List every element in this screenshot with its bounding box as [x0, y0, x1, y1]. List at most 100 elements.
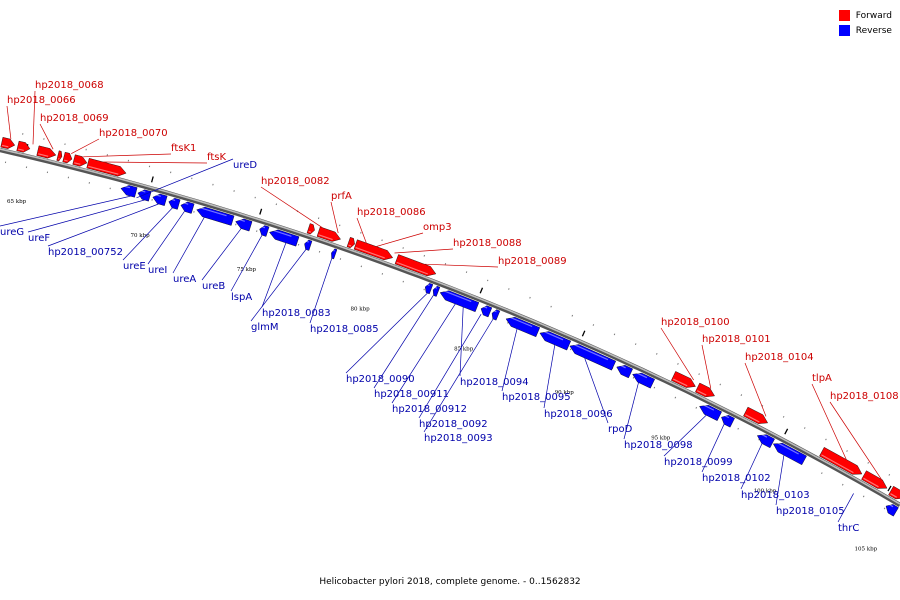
minor-tick	[674, 396, 677, 399]
forward-gene	[316, 226, 341, 242]
forward-gene-highlight	[88, 165, 119, 175]
reverse-gene	[180, 201, 195, 214]
minor-tick	[569, 348, 572, 351]
forward-gene-label-leader	[71, 138, 100, 155]
minor-tick	[486, 279, 489, 282]
forward-gene-label-leader	[744, 362, 767, 417]
reverse-gene	[424, 283, 434, 295]
reverse-gene-highlight	[261, 226, 266, 229]
reverse-gene-label: ureE	[123, 261, 146, 272]
forward-gene-label: hp2018_0104	[745, 352, 814, 363]
reverse-gene-highlight	[571, 343, 609, 361]
forward-gene-highlight	[38, 153, 49, 157]
backbone-line	[0, 148, 900, 505]
reverse-gene-label-leader	[418, 314, 482, 419]
forward-gene	[353, 239, 394, 261]
forward-gene-highlight	[74, 162, 81, 165]
reverse-gene-highlight	[426, 283, 430, 286]
reverse-gene	[885, 504, 899, 517]
minor-tick	[423, 288, 425, 291]
reverse-gene-label: hp2018_0093	[424, 433, 493, 444]
reverse-gene-highlight	[333, 249, 335, 252]
reverse-gene	[539, 331, 572, 351]
scale-tick-label: 85 kbp	[454, 347, 474, 353]
forward-gene-highlight	[308, 230, 312, 233]
reverse-gene-label-leader	[250, 249, 307, 322]
reverse-gene-highlight	[493, 310, 497, 313]
forward-gene-highlight	[348, 244, 352, 247]
forward-gene-label: hp2018_0100	[661, 317, 730, 328]
forward-gene	[86, 158, 127, 177]
scale-tick-label: 75 kbp	[237, 267, 257, 273]
minor-tick	[381, 273, 384, 275]
minor-tick	[656, 353, 658, 355]
forward-gene-label: ftsK1	[171, 143, 196, 154]
reverse-gene	[480, 305, 493, 318]
forward-gene-label: hp2018_0069	[40, 113, 109, 124]
reverse-gene-label: hp2018_0083	[262, 308, 331, 319]
reverse-gene-label: rpoD	[608, 424, 633, 435]
reverse-gene-label-leader	[837, 493, 854, 523]
reverse-gene-highlight	[541, 330, 564, 341]
reverse-gene-label: ureI	[148, 265, 167, 276]
reverse-gene-highlight	[634, 371, 648, 379]
reverse-gene-highlight	[434, 286, 438, 289]
forward-gene	[16, 140, 31, 153]
reverse-gene	[632, 372, 655, 389]
minor-tick	[719, 383, 722, 386]
reverse-gene-label-leader	[459, 306, 464, 377]
reverse-gene-label-leader	[230, 235, 263, 292]
forward-gene-highlight	[745, 414, 760, 423]
scale-tick-label: 105 kbp	[855, 546, 878, 552]
forward-gene-label-leader	[39, 123, 54, 150]
forward-gene-label-leader	[103, 161, 208, 164]
forward-gene-highlight	[1, 144, 9, 148]
legend-reverse: Reverse	[838, 23, 892, 38]
reverse-gene-label-leader	[501, 328, 518, 392]
forward-gene-label: hp2018_0066	[7, 95, 76, 106]
reverse-gene-label: hp2018_0105	[776, 506, 845, 517]
minor-tick	[402, 280, 404, 283]
forward-gene-label-leader	[829, 401, 882, 480]
scale-tick-label: 90 kbp	[555, 390, 575, 396]
forward-gene	[306, 223, 315, 235]
major-tick	[479, 287, 484, 294]
forward-gene-highlight	[863, 477, 879, 488]
reverse-gene-label: ureF	[28, 233, 50, 244]
minor-tick	[740, 394, 743, 397]
minor-tick	[867, 461, 870, 464]
reverse-gene-highlight	[701, 403, 715, 411]
forward-gene	[62, 151, 73, 164]
reverse-gene	[439, 290, 480, 313]
minor-tick	[821, 472, 823, 475]
forward-gene-label: hp2018_0101	[702, 334, 771, 345]
major-tick	[150, 176, 154, 183]
reverse-gene-label-leader	[27, 199, 145, 233]
reverse-gene-label-leader	[201, 228, 242, 281]
minor-tick	[402, 247, 404, 249]
reverse-gene-label: hp2018_0095	[502, 392, 571, 403]
reverse-gene-label: lspA	[231, 292, 252, 303]
reverse-gene-label: ureA	[173, 274, 196, 285]
minor-tick	[571, 314, 574, 317]
forward-gene-highlight	[355, 247, 385, 259]
forward-gene-label-leader	[32, 90, 36, 145]
forward-gene-label-leader	[376, 232, 424, 247]
reverse-gene	[721, 415, 735, 428]
forward-gene-label: hp2018_0089	[498, 256, 567, 267]
reverse-gene-label: hp2018_0085	[310, 324, 379, 335]
scale-tick-label: 80 kbp	[351, 306, 371, 312]
reverse-gene-label-leader	[391, 303, 456, 404]
scale-tick-label: 70 kbp	[131, 233, 151, 239]
legend-forward-swatch	[838, 10, 850, 21]
reverse-gene-label-leader	[147, 211, 185, 265]
minor-tick	[256, 230, 258, 232]
reverse-gene-label: hp2018_0092	[419, 419, 488, 430]
minor-tick	[360, 231, 362, 234]
legend-reverse-swatch	[838, 25, 850, 36]
reverse-gene	[152, 193, 168, 206]
forward-gene-highlight	[672, 378, 688, 387]
minor-tick	[888, 473, 891, 476]
forward-gene	[56, 150, 63, 162]
